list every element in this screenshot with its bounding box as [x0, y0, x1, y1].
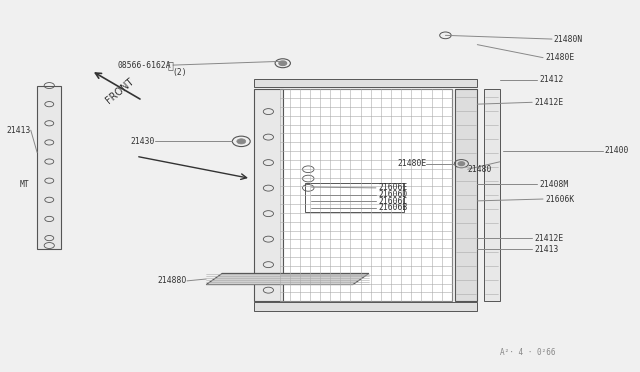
Text: 21488O: 21488O	[158, 276, 187, 285]
Circle shape	[237, 139, 246, 144]
Bar	[254, 79, 477, 87]
Bar	[37, 86, 61, 249]
Text: A²· 4 · 0²66: A²· 4 · 0²66	[500, 348, 555, 357]
Bar	[455, 89, 477, 301]
Text: (2): (2)	[172, 68, 187, 77]
Text: 21412E: 21412E	[535, 98, 564, 107]
Text: Ⓢ: Ⓢ	[167, 60, 173, 70]
Text: 21606E: 21606E	[378, 183, 408, 192]
Text: 21413: 21413	[535, 245, 559, 254]
Text: FRONT: FRONT	[104, 77, 136, 106]
Text: 08566-6162A: 08566-6162A	[118, 61, 171, 70]
Bar	[305, 183, 404, 212]
Circle shape	[279, 61, 287, 65]
Text: 21430: 21430	[131, 137, 155, 146]
Bar	[280, 89, 452, 301]
Text: 21400: 21400	[605, 146, 629, 155]
Text: 21480: 21480	[468, 165, 492, 174]
Bar	[254, 302, 477, 311]
Text: 21606B: 21606B	[378, 203, 408, 212]
Text: 21480E: 21480E	[545, 53, 575, 62]
Polygon shape	[206, 273, 369, 285]
Text: 21606C: 21606C	[378, 197, 408, 206]
Text: 21413: 21413	[6, 126, 31, 135]
Circle shape	[458, 162, 465, 166]
Bar	[254, 89, 283, 301]
Text: 21606K: 21606K	[545, 195, 575, 203]
Text: 21408M: 21408M	[540, 180, 568, 189]
Text: 21412E: 21412E	[535, 234, 564, 243]
Bar	[484, 89, 500, 301]
Text: 21606D: 21606D	[378, 190, 408, 199]
Text: MT: MT	[20, 180, 29, 189]
Text: 21412: 21412	[540, 76, 564, 84]
Text: 21480E: 21480E	[397, 159, 426, 168]
Text: 21480N: 21480N	[554, 35, 583, 44]
